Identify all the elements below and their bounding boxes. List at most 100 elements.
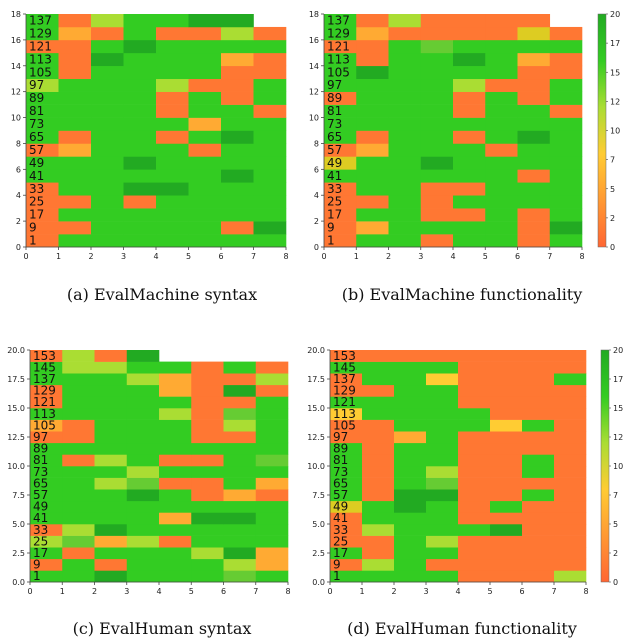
heatmap-cell [255,442,289,455]
x-tick-label: 0 [327,587,332,596]
heatmap-cell [356,221,389,235]
heatmap-cell [253,39,287,54]
heatmap-cell [191,535,224,548]
heatmap-cell [26,26,59,41]
heatmap-cell [30,466,63,478]
heatmap-cell [91,39,124,54]
heatmap-cell [156,14,189,28]
heatmap-cell [223,512,257,525]
heatmap-cell [420,169,454,183]
heatmap-cell [223,373,257,386]
y-tick-label: 15.0 [307,404,325,413]
heatmap-cell [91,117,124,131]
heatmap-cell [126,442,160,455]
heatmap-cell [94,512,128,525]
heatmap-cell [330,361,363,374]
heatmap-cell [330,408,363,420]
heatmap-cell [30,535,63,548]
x-tick-label: 3 [124,587,129,596]
y-tick-label: 6 [314,165,319,174]
row-label: 49 [33,500,48,514]
y-tick-label: 2.5 [12,549,25,558]
heatmap-cell [394,512,427,525]
heatmap-cell [453,52,486,67]
heatmap-cell [159,466,192,478]
row-label: 105 [333,418,356,432]
heatmap-cell [388,156,422,170]
heatmap-cell [159,477,192,490]
colorbar-tick-label: 12 [610,97,620,106]
heatmap-cell [126,350,160,362]
heatmap-cell [426,500,459,513]
row-label: 113 [29,52,52,66]
heatmap-cell [191,466,224,478]
heatmap-cell [485,156,518,170]
heatmap-cell [420,117,454,131]
heatmap-cell [156,169,189,183]
y-tick-label: 17.5 [7,375,25,384]
heatmap-cell [490,419,523,432]
heatmap-cell [356,14,389,28]
heatmap-cell [394,442,427,455]
heatmap-cell [253,91,287,105]
heatmap-cell [62,396,95,409]
heatmap-cell [91,208,124,222]
heatmap-cell [522,361,555,374]
heatmap-cell [426,408,459,420]
heatmap-cell [458,500,491,513]
x-tick-label: 3 [423,587,428,596]
heatmap-cell [362,396,395,409]
heatmap-cell [394,454,427,467]
heatmap-cell [221,14,254,28]
x-tick-label: 0 [321,252,326,261]
heatmap-cell [223,454,257,467]
y-tick-label: 2 [16,217,21,226]
row-label: 1 [327,234,335,248]
heatmap-cell [221,26,254,41]
heatmap-cell [255,419,289,432]
heatmap-cell [156,52,189,67]
heatmap-cell [324,26,357,41]
heatmap-cell [159,535,192,548]
heatmap-cell [94,419,128,432]
row-label: 49 [29,156,44,170]
heatmap-cell [549,104,583,118]
x-tick-label: 0 [27,587,32,596]
heatmap-cell [223,442,257,455]
heatmap-cell [223,466,257,478]
panel-evalhuman-functionality: 1917253341495765738189971051131211291371… [307,346,623,596]
x-tick-label: 1 [56,252,61,261]
x-tick-label: 1 [60,587,65,596]
heatmap-cell [388,39,422,54]
row-label: 9 [29,221,37,235]
heatmap-cell [362,477,395,490]
heatmap-cell [330,570,363,583]
row-label: 129 [327,26,350,40]
heatmap-cell [522,477,555,490]
y-tick-label: 0.0 [312,578,325,587]
panel-evalmachine-functionality: 1917253341495765738189971051131211291370… [309,10,620,261]
y-tick-label: 20.0 [307,346,325,355]
x-tick-label: 6 [218,252,223,261]
heatmap-cell [517,14,551,28]
heatmap-cell [356,117,389,131]
heatmap-cell [554,419,587,432]
heatmap-cell [490,547,523,560]
x-tick-label: 0 [23,252,28,261]
heatmap-cell [188,208,222,222]
heatmap-cell [62,419,95,432]
heatmap-cell [485,65,518,80]
colorbar [597,13,607,248]
heatmap-cell [191,454,224,467]
heatmap-cell [221,78,254,92]
heatmap-cell [362,489,395,502]
row-label: 73 [29,117,44,131]
heatmap-cell [58,234,92,248]
heatmap-cell [522,373,555,386]
row-label: 97 [33,430,48,444]
colorbar-tick-label: 10 [610,127,620,136]
heatmap-cell [362,558,395,571]
heatmap-cell [490,384,523,397]
heatmap-cell [554,547,587,560]
heatmap-cell [549,91,583,105]
